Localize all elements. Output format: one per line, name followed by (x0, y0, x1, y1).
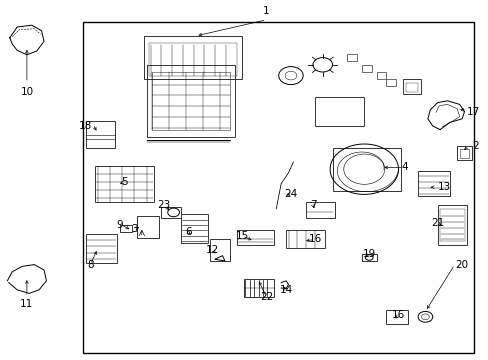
Bar (361, 65, 371, 72)
Text: 19: 19 (362, 249, 375, 259)
Text: 13: 13 (437, 182, 450, 192)
Text: 1: 1 (263, 6, 269, 16)
Text: 17: 17 (466, 107, 479, 117)
Bar (85, 234, 117, 263)
Text: 16: 16 (308, 234, 322, 244)
Bar (386, 79, 395, 86)
Bar (85, 121, 115, 148)
Bar (137, 216, 159, 238)
Bar (237, 230, 273, 245)
Bar (437, 205, 466, 245)
Text: 6: 6 (184, 227, 191, 237)
Text: 20: 20 (455, 260, 468, 270)
Text: 15: 15 (235, 231, 248, 241)
Bar (405, 83, 417, 92)
Bar (456, 146, 471, 160)
Text: 2: 2 (471, 141, 478, 151)
Bar (181, 214, 207, 243)
Bar (151, 72, 229, 130)
Text: 14: 14 (279, 285, 292, 295)
Text: 12: 12 (205, 245, 219, 255)
Bar (146, 65, 234, 137)
Bar (386, 310, 407, 324)
Text: 18: 18 (79, 121, 92, 131)
Bar (144, 36, 242, 79)
Bar (439, 209, 464, 241)
Text: 22: 22 (259, 292, 273, 302)
Text: 23: 23 (157, 200, 170, 210)
Text: 21: 21 (430, 218, 444, 228)
Bar (305, 202, 334, 218)
Text: 3: 3 (131, 224, 138, 234)
Bar (417, 171, 449, 196)
Text: 16: 16 (391, 310, 405, 320)
Text: 10: 10 (20, 87, 33, 97)
Text: 11: 11 (20, 299, 34, 309)
Text: 24: 24 (284, 189, 297, 199)
Bar (332, 148, 400, 191)
Bar (376, 72, 386, 79)
Bar (403, 79, 420, 94)
Bar (83, 22, 473, 353)
Text: 9: 9 (116, 220, 123, 230)
Bar (459, 149, 468, 158)
Bar (161, 207, 181, 218)
Bar (361, 254, 376, 261)
Text: 5: 5 (121, 177, 128, 187)
Bar (285, 230, 325, 248)
Text: 7: 7 (309, 200, 316, 210)
Bar (244, 279, 273, 297)
Text: 8: 8 (87, 260, 94, 270)
Bar (120, 225, 132, 232)
Bar (95, 166, 154, 202)
Text: 4: 4 (400, 162, 407, 172)
Bar (149, 43, 237, 76)
Bar (210, 239, 229, 261)
Bar (315, 97, 364, 126)
Bar (346, 54, 356, 61)
